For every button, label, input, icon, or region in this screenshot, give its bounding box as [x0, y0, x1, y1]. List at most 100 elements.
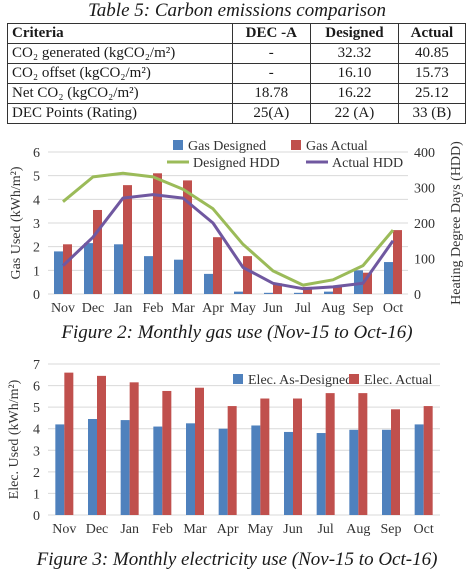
legend-label: Elec. As-Designed [248, 373, 352, 388]
cell-criteria: DEC Points (Rating) [7, 103, 233, 124]
header-actual: Actual [397, 23, 467, 44]
bar [384, 262, 393, 294]
bar [251, 425, 261, 515]
bar [63, 244, 72, 294]
legend-swatch [173, 140, 183, 150]
y-tick-label: 5 [33, 170, 40, 185]
y-tick-label: 1 [33, 487, 40, 502]
cell-actual: 33 (B) [397, 103, 467, 124]
electricity-use-chart: 0 1 2 3 4 5 6 7 Nov Dec Jan Feb Mar Apr May Jun Jul Aug Se… [7, 358, 440, 537]
cell-designed: 32.32 [310, 43, 399, 64]
table-title: Table 5: Carbon emissions comparison [87, 0, 387, 21]
bar [153, 173, 162, 294]
x-tick-label: Aug [346, 522, 370, 537]
cell-designed: 16.10 [310, 63, 399, 84]
bar [349, 429, 359, 515]
y2-tick-label: 0 [414, 288, 421, 303]
x-tick-label: Feb [143, 301, 164, 316]
x-tick-label: Sep [353, 301, 374, 316]
y-tick-label: 7 [33, 358, 40, 373]
x-tick-label: Apr [217, 522, 239, 537]
bar [260, 398, 270, 515]
bar [358, 393, 368, 515]
bar [123, 185, 132, 294]
bar [294, 292, 303, 294]
y2-axis-title: Heating Degree Days (HDD) [449, 141, 464, 305]
table-row: CO₂ offset (kgCO₂/m²) - 16.10 15.73 [7, 63, 467, 84]
bar [325, 393, 335, 515]
bar [243, 256, 252, 294]
x-tick-label: Oct [414, 522, 434, 537]
y2-tick-label: 300 [414, 182, 435, 197]
carbon-emissions-table: Criteria DEC -A Designed Actual CO₂ gene… [7, 23, 467, 124]
cell-dec: - [231, 63, 312, 84]
y-tick-label: 1 [33, 264, 40, 279]
bar [333, 285, 342, 294]
y-axis-title: Gas Used (kWh/m²) [9, 166, 24, 279]
bar [93, 209, 102, 294]
cell-criteria: CO₂ generated (kgCO₂/m²) [7, 43, 233, 64]
y2-tick-label: 100 [414, 253, 435, 268]
bar [354, 270, 363, 294]
x-tick-label: Feb [152, 522, 173, 537]
legend-swatch [291, 140, 301, 150]
bar [204, 273, 213, 294]
x-tick-label: May [230, 301, 256, 316]
cell-dec: 18.78 [231, 83, 312, 104]
bar [129, 382, 139, 515]
series-line [61, 193, 395, 291]
legend-swatch [233, 374, 243, 384]
bar [382, 429, 391, 515]
bar [234, 291, 243, 294]
bar [97, 375, 106, 515]
cell-actual: 15.73 [397, 63, 467, 84]
y-tick-label: 0 [33, 288, 40, 303]
y-tick-label: 3 [33, 217, 40, 232]
bar [423, 406, 433, 515]
x-tick-label: Sep [381, 522, 402, 537]
x-tick-label: Nov [52, 522, 76, 537]
y-tick-label: 2 [33, 466, 40, 481]
table-row: Net CO₂ (kgCO₂/m²) 18.78 16.22 25.12 [7, 83, 467, 104]
legend-label: Designed HDD [193, 156, 280, 171]
cell-designed: 16.22 [310, 83, 399, 104]
x-tick-label: Jan [120, 522, 139, 537]
bar [114, 244, 123, 294]
x-tick-label: Mar [171, 301, 195, 316]
x-tick-label: Dec [86, 522, 109, 537]
cell-actual: 25.12 [397, 83, 467, 104]
bar [54, 251, 63, 294]
x-tick-label: Jan [114, 301, 133, 316]
y-tick-label: 6 [33, 146, 40, 161]
bar [144, 256, 153, 294]
bar [186, 423, 195, 515]
bar [363, 272, 372, 294]
bar [183, 180, 192, 294]
cell-designed: 22 (A) [310, 103, 399, 124]
table-header-row: Criteria DEC -A Designed Actual [7, 23, 467, 44]
x-tick-label: Jul [317, 522, 333, 537]
y-tick-label: 3 [33, 444, 40, 459]
bar [195, 387, 204, 515]
x-tick-label: Nov [51, 301, 75, 316]
bar [393, 230, 402, 294]
x-tick-label: Oct [383, 301, 403, 316]
figure3-caption: Figure 3: Monthly electricity use (Nov-1… [36, 549, 438, 570]
bar [64, 372, 74, 515]
y2-tick-label: 400 [414, 146, 435, 161]
cell-dec: 25(A) [231, 103, 312, 124]
cell-criteria: Net CO₂ (kgCO₂/m²) [7, 83, 233, 104]
x-tick-label: Dec [82, 301, 105, 316]
table-row: DEC Points (Rating) 25(A) 22 (A) 33 (B) [7, 103, 467, 124]
figure2-caption: Figure 2: Monthly gas use (Nov-15 to Oct… [61, 322, 413, 343]
header-criteria: Criteria [7, 23, 233, 44]
bar [153, 426, 163, 515]
legend-label: Elec. Actual [364, 373, 433, 388]
x-tick-label: Jun [263, 301, 282, 316]
cell-actual: 40.85 [397, 43, 467, 64]
bar [120, 420, 130, 515]
x-tick-label: May [247, 522, 273, 537]
bar [273, 283, 282, 294]
bar [88, 419, 97, 515]
bar [55, 424, 65, 515]
